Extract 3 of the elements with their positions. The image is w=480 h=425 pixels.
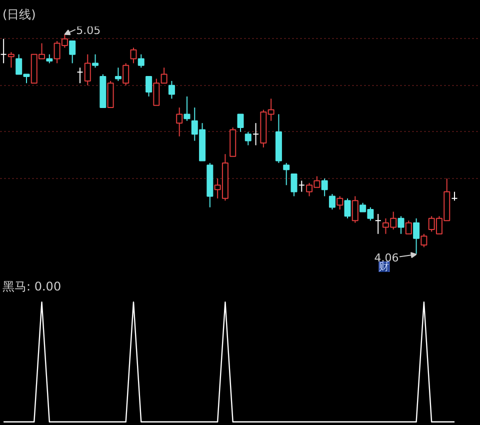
chart-title: 黑马: 0.00 — [2, 280, 62, 294]
text: 财 — [379, 261, 390, 274]
chart-title: (日线) — [2, 8, 36, 22]
